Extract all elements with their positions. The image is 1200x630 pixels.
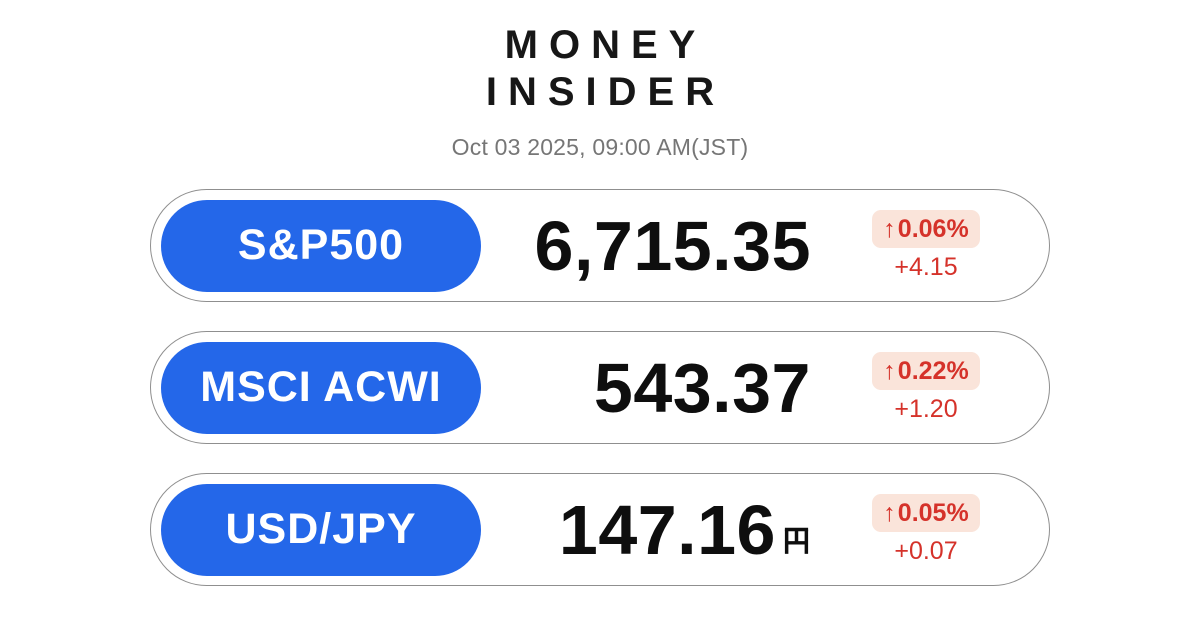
arrow-up-icon: ↑ [883,499,896,528]
logo-line-1: MONEY [504,23,707,67]
change-percent: 0.22% [897,357,969,386]
change-column: ↑0.05% +0.07 [859,494,993,566]
price-wrap: 543.37 [481,353,859,423]
ticker-pill: S&P500 [161,199,481,292]
ticker-label: USD/JPY [225,505,417,554]
change-absolute: +1.20 [894,395,958,424]
market-row-usdjpy: USD/JPY 147.16 ↑0.05% +0.07 [150,473,1050,587]
price-value: 6,715.35 [534,206,811,285]
ticker-label: MSCI ACWI [200,363,442,412]
ticker-pill: USD/JPY [161,483,481,576]
change-percent: 0.05% [897,499,969,528]
price-wrap: 6,715.35 [481,211,859,281]
market-row-sp500: S&P500 6,715.35 ↑0.06% +4.15 [150,189,1050,303]
price-wrap: 147.16 [481,495,859,565]
market-rows: S&P500 6,715.35 ↑0.06% +4.15 MSCI ACWI 5… [150,189,1050,587]
change-column: ↑0.22% +1.20 [859,352,993,424]
price-value: 147.16 [558,490,776,569]
change-percent: 0.06% [897,215,969,244]
yen-kanji-unit [784,527,809,554]
change-percent-badge: ↑0.06% [872,210,980,249]
change-absolute: +0.07 [894,537,958,566]
price-value: 543.37 [593,348,811,427]
change-column: ↑0.06% +4.15 [859,210,993,282]
header: MONEY INSIDER Oct 03 2025, 09:00 AM(JST) [0,0,1200,161]
arrow-up-icon: ↑ [883,357,896,386]
logo-line-2: INSIDER [485,70,726,115]
timestamp: Oct 03 2025, 09:00 AM(JST) [451,134,749,161]
change-percent-badge: ↑0.05% [872,494,980,533]
ticker-label: S&P500 [237,221,405,270]
change-absolute: +4.15 [894,253,958,282]
market-row-msci-acwi: MSCI ACWI 543.37 ↑0.22% +1.20 [150,331,1050,445]
change-percent-badge: ↑0.22% [872,352,980,391]
arrow-up-icon: ↑ [883,215,896,244]
ticker-pill: MSCI ACWI [161,341,481,434]
